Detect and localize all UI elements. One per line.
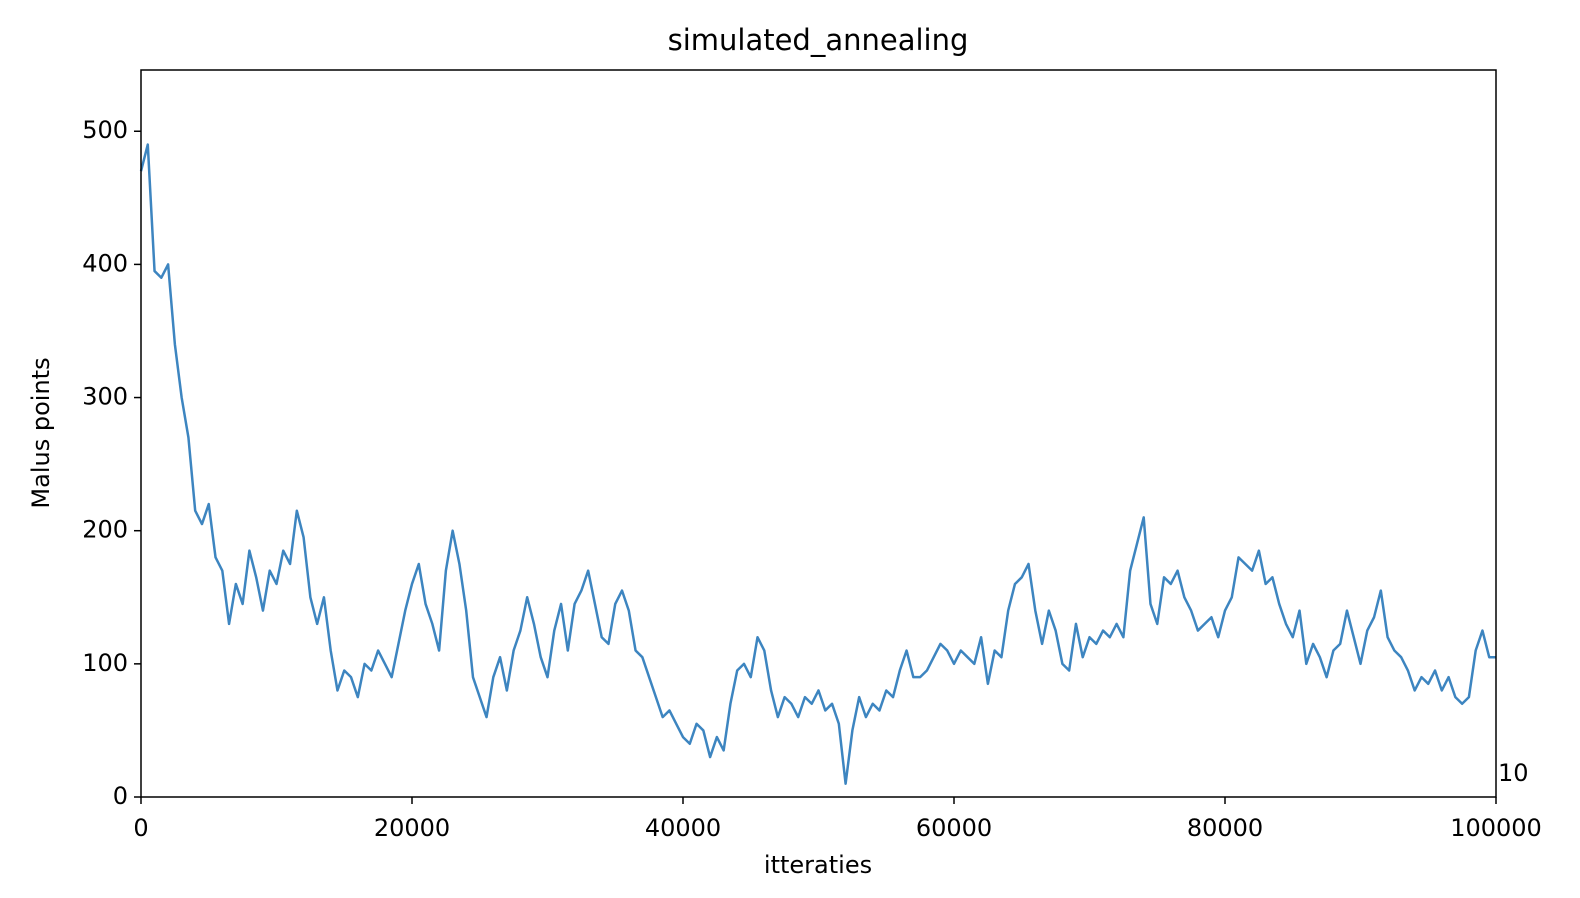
plot-frame — [140, 69, 1497, 798]
x-tick-label: 60000 — [916, 814, 992, 842]
x-tick-label: 0 — [133, 814, 148, 842]
y-tick-label: 200 — [82, 516, 128, 544]
x-tick-label: 80000 — [1187, 814, 1263, 842]
x-tick-label: 20000 — [374, 814, 450, 842]
y-tick-label: 500 — [82, 116, 128, 144]
y-tick-label: 0 — [113, 782, 128, 810]
y-tick-label: 300 — [82, 383, 128, 411]
line — [139, 143, 1496, 785]
x-axis-label: itteraties — [764, 851, 872, 879]
y-axis-label: Malus points — [27, 357, 55, 508]
y-tick-label: 100 — [82, 649, 128, 677]
annotation: 10 — [1498, 759, 1529, 787]
y-tick-label: 400 — [82, 249, 128, 277]
chart-title: simulated_annealing — [668, 23, 969, 57]
x-tick-label: 40000 — [645, 814, 721, 842]
x-tick-label: 100000 — [1450, 814, 1542, 842]
